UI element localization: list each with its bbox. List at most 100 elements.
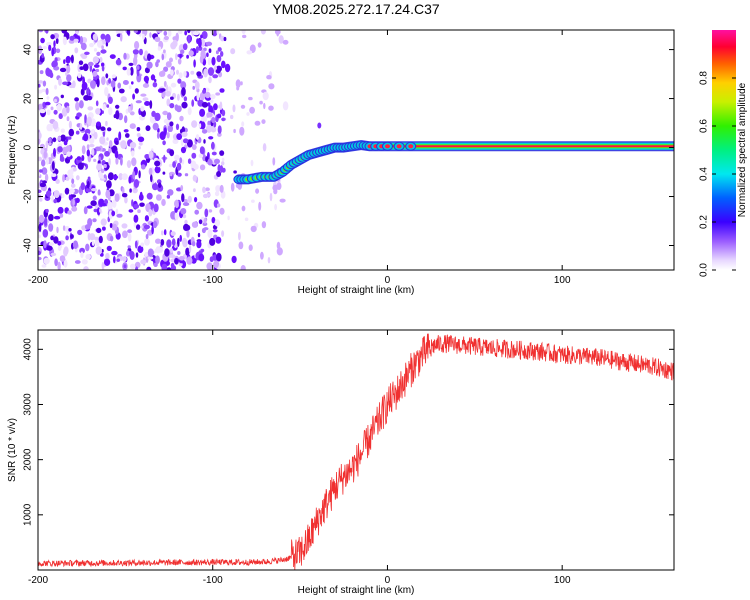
colorbar-gradient — [712, 30, 736, 270]
noise-blob — [108, 158, 111, 166]
noise-blob — [196, 71, 202, 77]
noise-blob — [133, 56, 138, 66]
noise-blob — [135, 266, 139, 270]
noise-blob — [124, 115, 128, 124]
noise-blob — [43, 150, 48, 159]
noise-blob — [187, 34, 191, 44]
noise-blob — [42, 80, 47, 87]
noise-blob — [58, 113, 63, 120]
noise-blob — [85, 254, 91, 260]
noise-blob — [174, 104, 179, 111]
noise-blob — [233, 128, 236, 134]
noise-blob — [216, 171, 222, 177]
noise-blob — [169, 121, 174, 127]
noise-blob — [260, 251, 264, 260]
noise-blob — [116, 213, 123, 218]
noise-blob — [141, 225, 144, 229]
noise-blob — [106, 137, 109, 141]
noise-blob — [111, 210, 116, 217]
colorbar-label: Normalized spectral amplitude — [737, 82, 748, 217]
noise-blob — [38, 156, 42, 162]
noise-blob — [108, 107, 113, 116]
noise-blob — [106, 104, 110, 108]
noise-blob — [99, 56, 103, 63]
noise-blob — [98, 235, 103, 244]
noise-blob — [263, 102, 266, 110]
noise-blob — [129, 141, 137, 149]
noise-blob — [133, 179, 140, 188]
noise-blob — [91, 240, 95, 246]
noise-blob — [184, 30, 188, 36]
noise-blob — [150, 174, 153, 183]
noise-blob — [153, 203, 159, 213]
noise-blob — [103, 163, 107, 169]
noise-blob — [196, 38, 200, 44]
noise-blob — [170, 96, 174, 100]
noise-blob — [106, 245, 112, 251]
noise-blob — [112, 175, 119, 180]
noise-blob — [79, 35, 84, 45]
noise-blob — [216, 252, 222, 262]
top-x-tick-label: -200 — [28, 275, 48, 286]
noise-blob — [231, 255, 237, 264]
noise-blob — [210, 30, 214, 35]
noise-blob — [211, 151, 217, 156]
noise-blob — [147, 53, 152, 61]
noise-blob — [101, 76, 106, 86]
noise-blob — [212, 229, 218, 233]
noise-blob — [162, 110, 169, 116]
noise-blob — [191, 99, 195, 107]
noise-blob — [124, 196, 128, 204]
noise-blob — [249, 106, 256, 114]
noise-blob — [202, 186, 206, 193]
noise-blob — [102, 103, 107, 110]
noise-blob — [116, 258, 120, 262]
noise-blob — [46, 157, 49, 165]
noise-blob — [65, 145, 71, 152]
noise-blob — [130, 66, 134, 76]
colorbar-tick-label: 0.2 — [699, 215, 710, 229]
noise-blob — [101, 169, 105, 173]
noise-blob — [211, 117, 216, 124]
noise-blob — [130, 263, 136, 269]
noise-blob — [221, 157, 225, 162]
chart-title: YM08.2025.272.17.24.C37 — [272, 1, 440, 17]
noise-blob — [207, 229, 213, 239]
noise-blob — [80, 182, 86, 191]
noise-blob — [200, 49, 206, 59]
noise-blob — [218, 104, 222, 109]
noise-blob — [206, 111, 213, 118]
top-x-axis-label: Height of straight line (km) — [298, 285, 415, 296]
noise-blob — [53, 147, 56, 157]
noise-blob — [73, 167, 77, 172]
noise-blob — [66, 65, 71, 74]
noise-blob — [157, 46, 162, 51]
noise-blob — [50, 252, 57, 257]
noise-blob — [114, 193, 120, 202]
noise-blob — [75, 197, 80, 204]
noise-blob — [67, 169, 74, 176]
noise-blob — [254, 120, 261, 126]
noise-blob — [201, 38, 206, 47]
noise-blob — [115, 59, 122, 66]
noise-blob — [53, 109, 58, 115]
noise-blob — [46, 96, 50, 100]
noise-blob — [109, 235, 114, 242]
noise-blob — [115, 104, 120, 109]
noise-blob — [215, 236, 222, 244]
bottom-y-tick-label: 3000 — [23, 393, 34, 416]
noise-blob — [268, 105, 274, 111]
noise-blob — [138, 170, 141, 179]
noise-blob — [105, 73, 109, 79]
noise-blob — [221, 117, 225, 122]
noise-blob — [144, 101, 151, 106]
noise-blob — [203, 139, 206, 144]
noise-blob — [51, 195, 54, 203]
noise-blob — [217, 125, 222, 134]
noise-blob — [248, 244, 253, 251]
noise-blob — [97, 189, 101, 196]
noise-blob — [153, 220, 158, 229]
noise-blob — [94, 64, 100, 68]
noise-blob — [110, 80, 116, 88]
noise-blob — [67, 210, 72, 215]
